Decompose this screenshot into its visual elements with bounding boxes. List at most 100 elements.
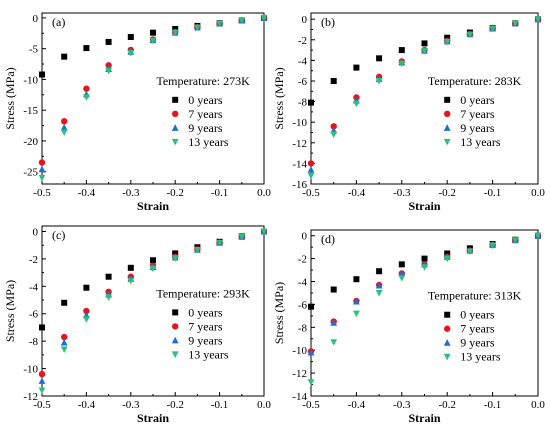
- data-point: [194, 24, 201, 32]
- legend-marker: [172, 323, 179, 330]
- data-point: [421, 264, 428, 271]
- data-point: [105, 38, 112, 45]
- data-point: [353, 64, 360, 71]
- legend-marker: [444, 325, 451, 332]
- x-tick-label: -0.1: [211, 187, 228, 199]
- data-point: [353, 297, 360, 305]
- legend-marker: [444, 96, 451, 103]
- data-point: [308, 303, 314, 310]
- x-tick-label: -0.4: [78, 399, 96, 411]
- y-tick-label: -8: [298, 322, 308, 334]
- data-point: [330, 131, 338, 139]
- data-point: [60, 129, 68, 136]
- y-tick-label: -2: [298, 254, 307, 266]
- panel-label: (b): [321, 15, 335, 29]
- legend-marker: [172, 110, 179, 118]
- data-point: [83, 85, 90, 92]
- y-axis-label: Stress (MPa): [3, 67, 17, 129]
- x-tick-label: -0.2: [438, 399, 455, 411]
- legend-marker: [443, 124, 451, 131]
- x-tick-label: -0.2: [166, 187, 183, 199]
- data-point: [60, 346, 68, 353]
- legend-entry: 0 years: [460, 308, 495, 322]
- legend-marker: [172, 96, 179, 103]
- data-point: [38, 174, 46, 182]
- legend-marker: [444, 110, 451, 118]
- legend-entry: 9 years: [460, 121, 495, 135]
- y-axis-label: Stress (MPa): [3, 280, 17, 342]
- temperature-annotation: Temperature: 293K: [156, 286, 250, 300]
- data-point: [83, 316, 90, 323]
- legend-marker: [443, 138, 451, 146]
- temperature-annotation: Temperature: 313K: [428, 289, 522, 303]
- y-tick-label: -14: [292, 391, 307, 403]
- legend-marker: [171, 124, 179, 131]
- y-tick-label: -12: [23, 391, 38, 403]
- data-point: [489, 242, 496, 249]
- legend-entry: 13 years: [460, 135, 501, 149]
- legend-marker: [443, 339, 451, 346]
- x-tick-label: -0.5: [302, 399, 320, 411]
- chart-panel-d: -0.5 -0.4 -0.3 -0.2 -0.1 0.0 -14 -12 -10 -8 -6 -4 -2…: [272, 229, 545, 425]
- data-point: [83, 307, 90, 315]
- data-point: [376, 55, 383, 62]
- data-point: [127, 277, 135, 285]
- legend-marker: [171, 336, 179, 344]
- legend-entry: 0 years: [188, 305, 223, 319]
- x-tick-label: -0.5: [302, 187, 320, 199]
- data-point: [421, 48, 428, 55]
- data-point: [534, 232, 542, 240]
- data-point: [421, 255, 428, 262]
- data-point: [398, 269, 406, 277]
- y-tick-label: -10: [292, 345, 307, 357]
- series-9-years: [38, 227, 268, 384]
- x-tick-label: -0.3: [393, 187, 411, 199]
- data-point: [83, 45, 90, 52]
- data-point: [127, 264, 134, 271]
- panel-label: (d): [321, 232, 335, 246]
- legend-marker: [171, 138, 179, 146]
- chart-panel-a: -0.5 -0.4 -0.3 -0.2 -0.1 0.0 -25 -20 -15 -10 -5 0 St…: [3, 12, 271, 213]
- data-point: [238, 233, 246, 241]
- x-tick-label: -0.1: [211, 399, 228, 411]
- series-7-years: [307, 15, 542, 167]
- data-point: [398, 47, 405, 54]
- data-point: [149, 265, 157, 273]
- data-point: [38, 159, 46, 166]
- data-point: [375, 289, 383, 297]
- series-13-years: [38, 228, 268, 395]
- panel-label: (a): [52, 15, 65, 29]
- data-point: [489, 25, 496, 33]
- y-tick-label: -10: [23, 74, 38, 86]
- series-9-years: [307, 15, 542, 173]
- data-point: [39, 71, 45, 78]
- legend-marker: [443, 353, 451, 361]
- data-point: [375, 77, 383, 85]
- data-point: [171, 29, 179, 37]
- data-point: [353, 276, 360, 283]
- legend-entry: 0 years: [188, 93, 223, 107]
- plot-frame: [310, 229, 539, 397]
- y-tick-label: 0: [33, 13, 39, 25]
- chart-panel-c: -0.5 -0.4 -0.3 -0.2 -0.1 0.0 -12 -10 -8 -6 -4 -2 0 St…: [3, 225, 271, 425]
- series-0-years: [308, 16, 541, 106]
- x-tick-label: -0.4: [78, 187, 96, 199]
- y-tick-label: 0: [302, 14, 308, 26]
- data-point: [330, 339, 338, 346]
- data-point: [330, 319, 338, 326]
- data-point: [308, 99, 314, 106]
- y-tick-label: -10: [292, 117, 307, 129]
- legend-marker: [444, 311, 451, 318]
- x-tick-label: -0.1: [484, 187, 501, 199]
- data-point: [39, 324, 45, 331]
- series-7-years: [38, 228, 268, 378]
- y-tick-label: -25: [23, 167, 38, 179]
- data-point: [398, 261, 405, 268]
- data-point: [61, 299, 68, 306]
- data-point: [216, 20, 223, 28]
- data-point: [60, 333, 68, 341]
- series-13-years: [38, 14, 268, 182]
- data-point: [330, 77, 337, 84]
